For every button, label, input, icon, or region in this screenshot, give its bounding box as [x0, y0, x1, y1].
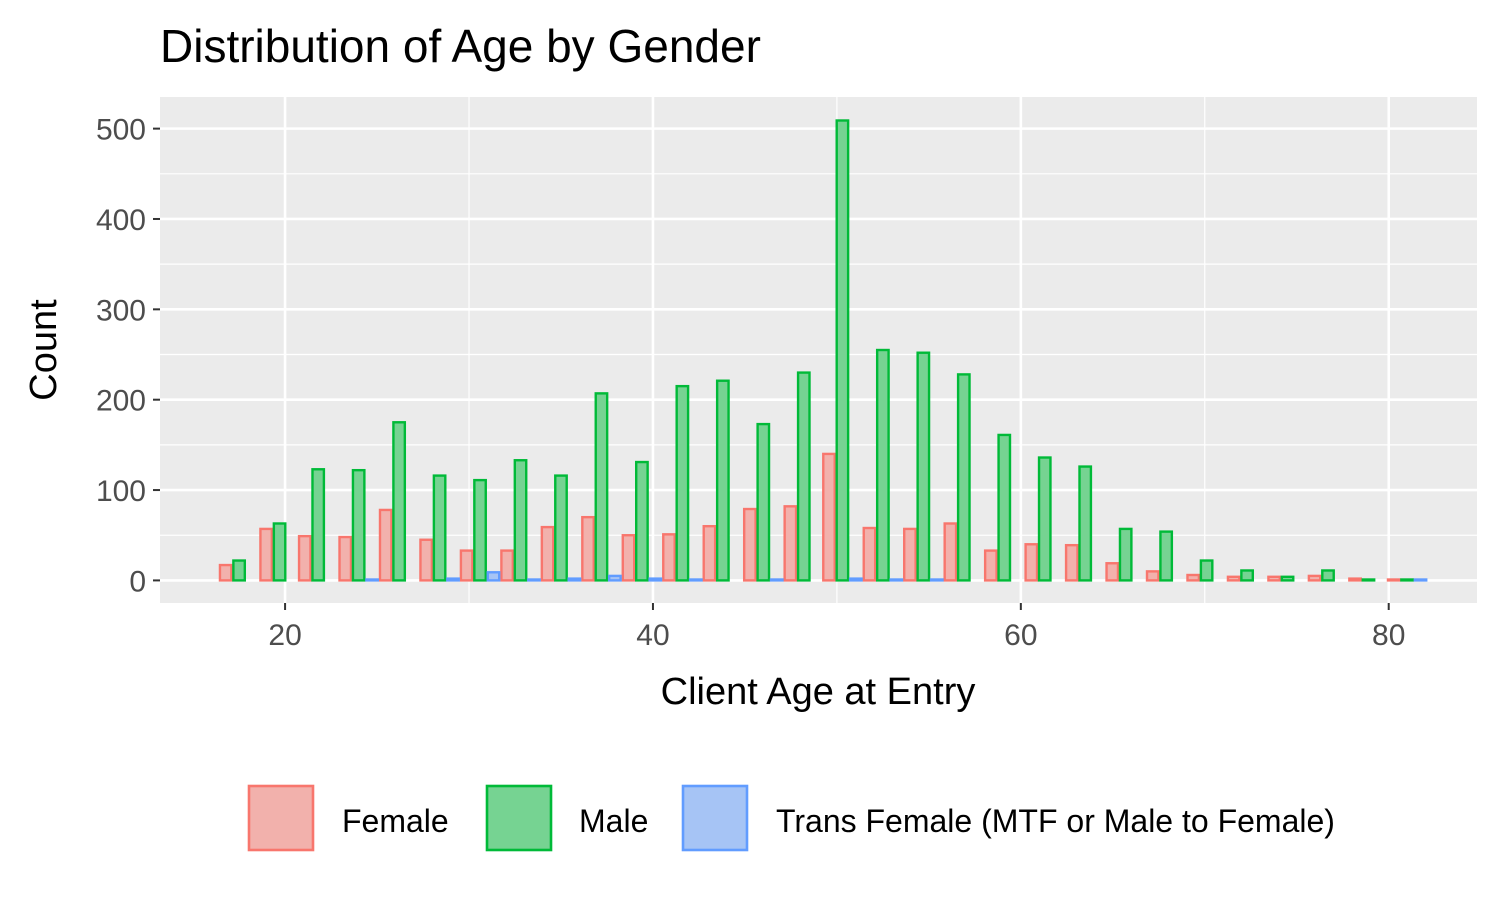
bar-male — [513, 459, 528, 582]
bar-female — [297, 534, 312, 582]
legend-label: Male — [579, 803, 648, 839]
major-gridlines — [160, 97, 1477, 603]
bar-female — [742, 507, 757, 582]
bar-trans-female-mtf-or-male-to-female — [889, 578, 904, 582]
y-tick-label: 300 — [96, 294, 146, 327]
y-axis-label: Count — [23, 299, 65, 401]
x-tick-label: 20 — [268, 619, 301, 652]
bar-male — [473, 478, 487, 582]
bar-male — [232, 559, 247, 582]
bar-female — [1307, 574, 1322, 582]
bar-female — [1386, 578, 1401, 582]
legend-label: Female — [342, 803, 449, 839]
chart-title: Distribution of Age by Gender — [160, 20, 761, 72]
bar-female — [903, 527, 917, 582]
bar-trans-female-mtf-or-male-to-female — [769, 578, 784, 582]
bar-male — [956, 373, 971, 582]
bars — [218, 119, 1428, 582]
bar-female — [943, 522, 958, 582]
bar-trans-female-mtf-or-male-to-female — [607, 574, 622, 582]
bar-female — [662, 533, 676, 582]
bar-female — [459, 549, 474, 582]
bar-male — [756, 422, 771, 582]
bar-male — [392, 421, 407, 582]
y-axis: 0 100 200 300 400 500 — [96, 114, 160, 598]
bar-female — [1024, 543, 1039, 582]
bar-female — [783, 505, 798, 582]
bar-female — [1145, 570, 1160, 582]
bar-male — [916, 351, 931, 582]
legend-key — [247, 784, 315, 852]
bar-male — [311, 468, 326, 582]
bar-female — [862, 526, 877, 582]
bar-female — [1226, 575, 1241, 582]
bar-male — [351, 468, 366, 582]
bar-male — [1240, 569, 1254, 582]
bar-female — [338, 535, 353, 582]
bar-female — [702, 524, 717, 582]
bar-male — [1037, 456, 1052, 582]
bar-male — [1321, 569, 1335, 582]
bar-trans-female-mtf-or-male-to-female — [648, 577, 663, 582]
bar-male — [1199, 559, 1214, 582]
bar-trans-female-mtf-or-male-to-female — [527, 578, 541, 582]
bar-male — [675, 384, 690, 582]
bar-male — [554, 474, 568, 582]
bar-male — [1280, 575, 1295, 582]
bar-male — [635, 460, 649, 582]
bar-male — [715, 379, 730, 582]
bar-trans-female-mtf-or-male-to-female — [446, 577, 460, 582]
x-tick-label: 40 — [636, 619, 669, 652]
bar-male — [1400, 578, 1415, 582]
bar-female — [500, 549, 515, 582]
bar-male — [796, 371, 811, 582]
bar-female — [218, 563, 233, 582]
bar-female — [540, 525, 555, 582]
bar-male — [1078, 465, 1093, 582]
y-tick-label: 0 — [129, 565, 146, 598]
legend-key — [681, 784, 749, 852]
bar-female — [1064, 543, 1079, 582]
bar-female — [1186, 573, 1201, 582]
x-axis: 20 40 60 80 — [268, 603, 1405, 652]
bar-female — [621, 534, 636, 582]
x-tick-label: 60 — [1004, 619, 1037, 652]
x-tick-label: 80 — [1372, 619, 1405, 652]
bar-female — [419, 538, 434, 582]
bar-male — [594, 392, 609, 582]
bar-female — [1105, 562, 1120, 582]
bar-female — [1348, 577, 1362, 582]
bar-male — [875, 348, 890, 582]
legend-key — [485, 784, 553, 852]
y-tick-label: 200 — [96, 385, 146, 418]
bar-trans-female-mtf-or-male-to-female — [1413, 578, 1428, 582]
bar-trans-female-mtf-or-male-to-female — [486, 571, 501, 582]
bar-male — [1118, 527, 1133, 582]
bar-trans-female-mtf-or-male-to-female — [848, 577, 863, 582]
y-tick-label: 100 — [96, 475, 146, 508]
bar-male — [835, 119, 850, 582]
legend: Female Male Trans Female (MTF or Male to F… — [247, 784, 1335, 852]
bar-female — [822, 452, 836, 582]
bar-male — [432, 474, 447, 582]
bar-trans-female-mtf-or-male-to-female — [688, 578, 703, 582]
y-tick-label: 500 — [96, 114, 146, 147]
bar-female — [259, 527, 274, 582]
y-tick-label: 400 — [96, 204, 146, 237]
bar-female — [1267, 575, 1282, 582]
bar-male — [997, 433, 1012, 582]
bar-female — [581, 515, 595, 582]
bar-female — [983, 549, 998, 582]
bar-trans-female-mtf-or-male-to-female — [929, 578, 944, 582]
bar-male — [1159, 530, 1174, 582]
bar-female — [378, 508, 393, 582]
legend-label: Trans Female (MTF or Male to Female) — [776, 803, 1335, 839]
bar-trans-female-mtf-or-male-to-female — [567, 577, 582, 582]
bar-male — [1361, 578, 1376, 582]
bar-male — [272, 522, 287, 582]
x-axis-label: Client Age at Entry — [661, 671, 976, 713]
bar-trans-female-mtf-or-male-to-female — [365, 578, 379, 582]
